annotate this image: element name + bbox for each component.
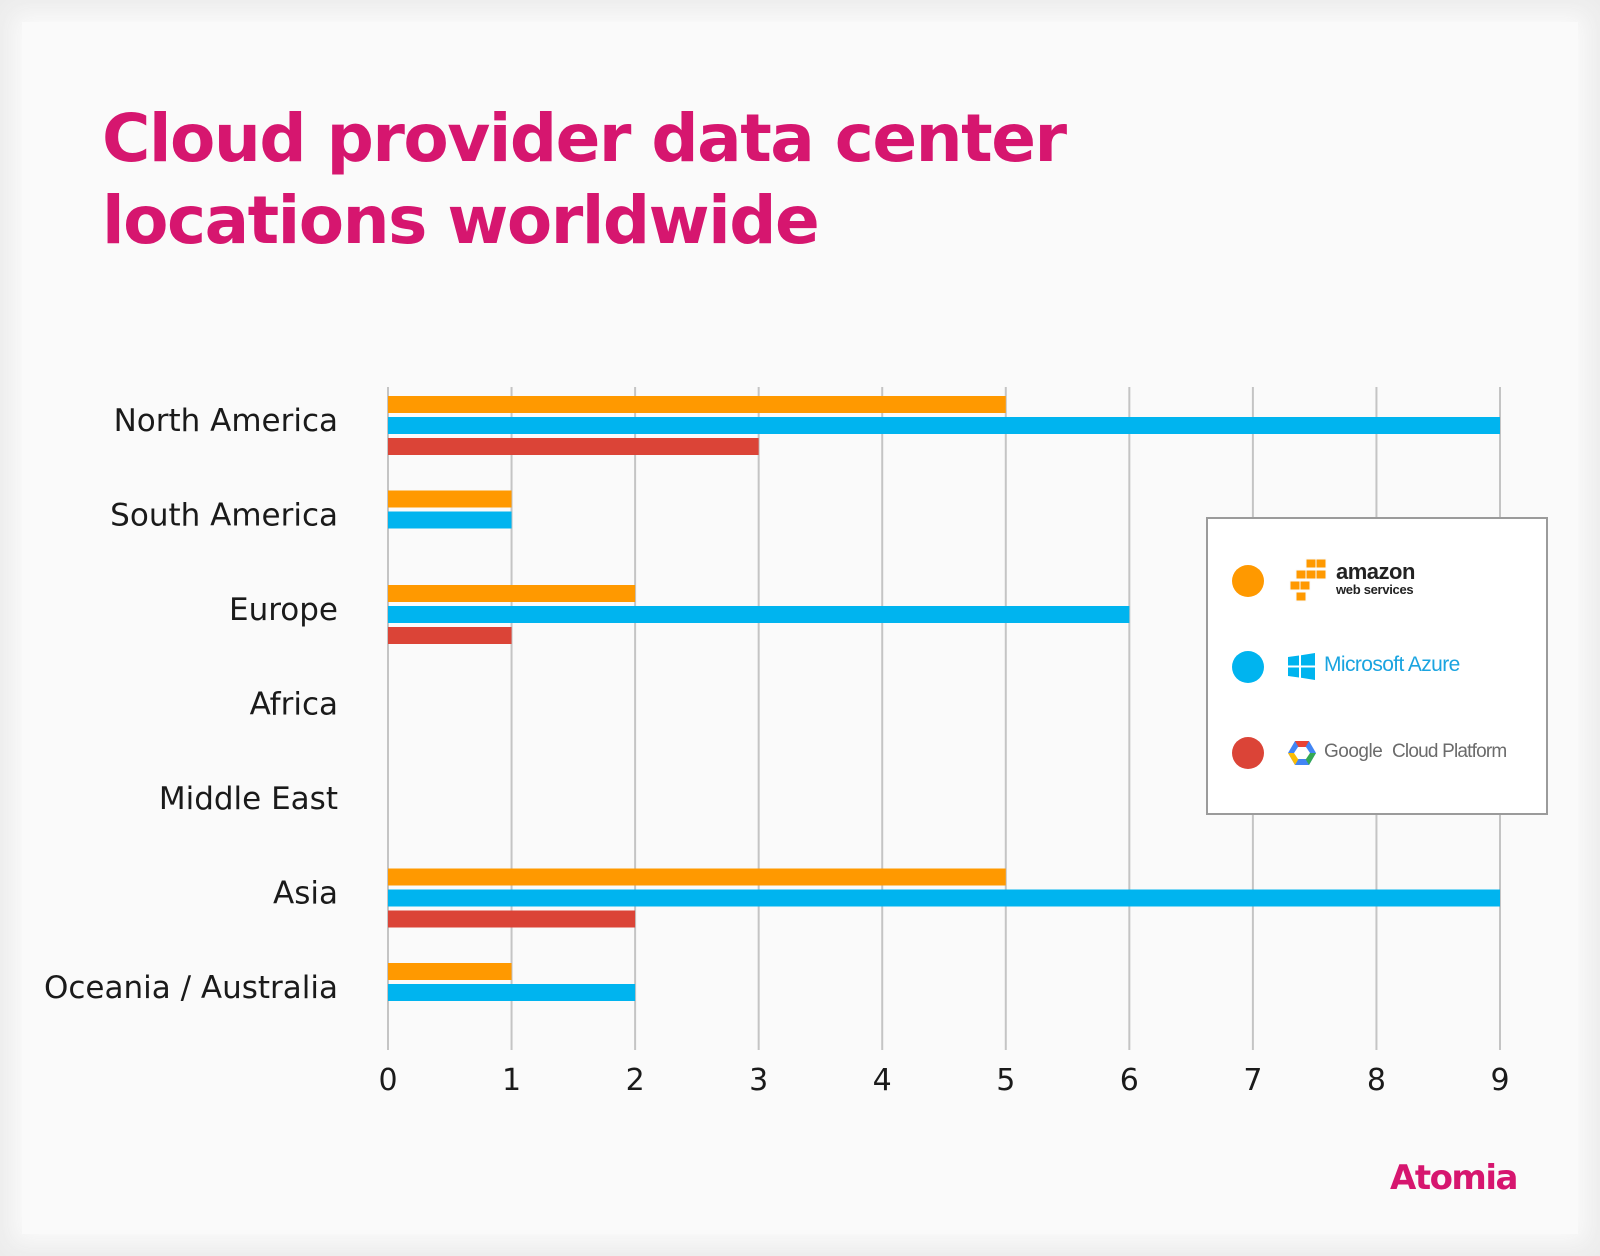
legend-dot-aws — [1232, 565, 1264, 597]
windows-logo-icon — [1288, 653, 1315, 680]
bar-aws — [388, 585, 636, 602]
legend-dot-gcp — [1232, 737, 1264, 769]
aws-logo: amazon web services — [1288, 558, 1538, 602]
x-tick-label: 5 — [996, 1063, 1015, 1098]
bar-gcp — [388, 438, 759, 455]
category-label: Middle East — [159, 781, 338, 817]
bar-aws — [388, 490, 512, 508]
bar-azure — [388, 417, 1500, 434]
category-label: Asia — [273, 876, 338, 912]
x-tick-label: 8 — [1367, 1063, 1386, 1098]
legend-item-gcp: Google Cloud Platform — [1232, 733, 1532, 773]
legend-item-azure: Microsoft Azure — [1232, 647, 1532, 687]
x-tick-label: 6 — [1120, 1063, 1139, 1098]
x-tick-label: 4 — [873, 1063, 892, 1098]
legend-dot-azure — [1232, 651, 1264, 683]
category-label: North America — [114, 403, 338, 439]
aws-cubes-icon — [1289, 558, 1327, 602]
x-tick-label: 0 — [378, 1063, 397, 1098]
azure-logo: Microsoft Azure — [1288, 647, 1538, 687]
bar-aws — [388, 396, 1006, 413]
category-label: Africa — [250, 687, 338, 723]
bar-azure — [388, 511, 512, 529]
x-tick-label: 3 — [749, 1063, 768, 1098]
gcp-google-word: Google — [1324, 741, 1383, 762]
bar-azure — [388, 889, 1500, 907]
x-tick-label: 1 — [502, 1063, 521, 1098]
atomia-logo: Atomia — [1390, 1158, 1518, 1198]
category-label: Europe — [229, 592, 338, 628]
bar-azure — [388, 606, 1130, 623]
chart-legend: amazon web services Microsoft Azure — [1206, 517, 1548, 815]
title-line-2: locations worldwide — [102, 182, 820, 259]
aws-wordmark: amazon — [1336, 559, 1415, 584]
bar-gcp — [388, 910, 636, 928]
bar-aws — [388, 963, 512, 980]
bar-gcp — [388, 627, 512, 644]
category-label: South America — [110, 498, 338, 534]
x-tick-label: 9 — [1490, 1063, 1509, 1098]
gcp-platform-word: Cloud Platform — [1392, 741, 1507, 762]
category-label: Oceania / Australia — [44, 970, 338, 1006]
x-tick-label: 2 — [626, 1063, 645, 1098]
aws-subtitle: web services — [1336, 582, 1414, 597]
x-tick-label: 7 — [1243, 1063, 1262, 1098]
azure-wordmark: Microsoft Azure — [1324, 653, 1460, 676]
gcp-logo: Google Cloud Platform — [1288, 733, 1538, 773]
title-line-1: Cloud provider data center — [102, 100, 1067, 177]
bar-aws — [388, 868, 1006, 886]
chart-title: Cloud provider data center locations wor… — [102, 98, 1102, 262]
gcp-hexagon-icon — [1288, 741, 1316, 765]
bar-azure — [388, 984, 636, 1001]
legend-item-aws: amazon web services — [1232, 558, 1532, 602]
